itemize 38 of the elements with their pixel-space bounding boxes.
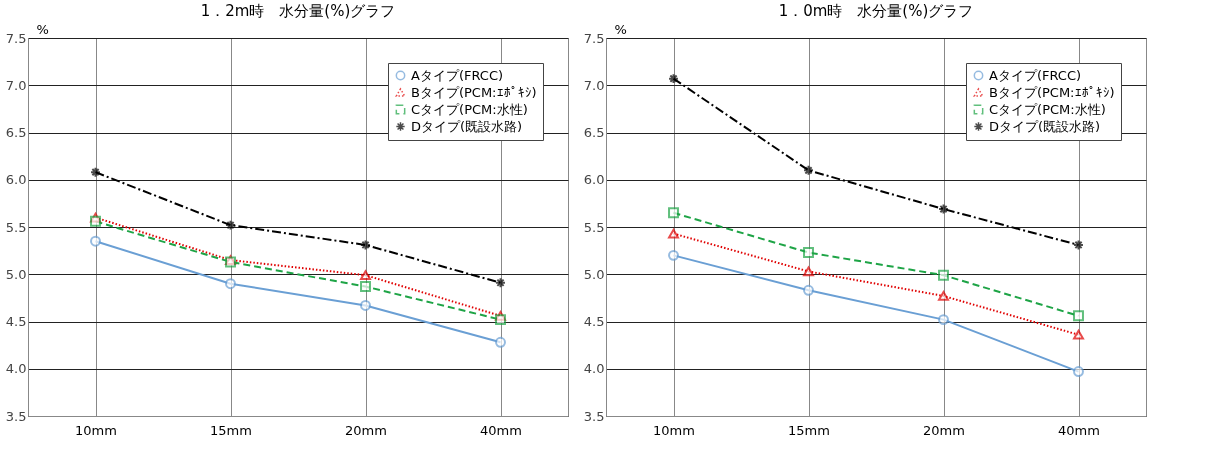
x-tick-label: 20mm xyxy=(923,422,965,438)
legend-label: Dタイプ(既設水路) xyxy=(989,118,1101,134)
y-tick-label: 3.5 xyxy=(583,408,605,424)
y-tick-label: 5.5 xyxy=(583,219,605,235)
y-tick-label: 7.5 xyxy=(583,30,605,46)
legend-label: Bタイプ(PCM:ｴﾎﾟｷｼ) xyxy=(411,84,537,100)
y-tick-label: 4.5 xyxy=(5,314,27,329)
y-tick-label: 4.0 xyxy=(583,361,605,377)
y-tick-label: 4.0 xyxy=(5,361,27,377)
chart-title: 1．2m時 水分量(%)グラフ xyxy=(200,2,396,20)
y-tick-label: 5.0 xyxy=(583,266,605,282)
y-tick-label: 5.0 xyxy=(5,266,27,282)
y-tick-label: 7.5 xyxy=(5,30,27,46)
y-tick-label: 6.0 xyxy=(583,172,605,188)
x-tick-label: 10mm xyxy=(75,422,117,438)
x-tick-label: 10mm xyxy=(653,422,695,438)
legend-label: Bタイプ(PCM:ｴﾎﾟｷｼ) xyxy=(989,84,1115,100)
legend-label: Dタイプ(既設水路) xyxy=(411,118,523,134)
x-tick-label: 15mm xyxy=(210,422,252,438)
y-axis-title: % xyxy=(614,21,627,37)
x-tick-label: 20mm xyxy=(345,422,387,438)
y-tick-label: 4.5 xyxy=(583,314,605,329)
x-tick-label: 40mm xyxy=(1058,422,1100,438)
legend-label: Cタイプ(PCM:水性) xyxy=(989,101,1106,117)
y-tick-label: 6.0 xyxy=(5,172,27,188)
y-tick-label: 6.5 xyxy=(583,125,605,140)
legend-label: Aタイプ(FRCC) xyxy=(989,67,1082,83)
x-tick-label: 40mm xyxy=(480,422,522,438)
legend-label: Cタイプ(PCM:水性) xyxy=(411,101,528,117)
legend-label: Aタイプ(FRCC) xyxy=(411,67,504,83)
y-tick-label: 6.5 xyxy=(5,125,27,140)
x-tick-label: 15mm xyxy=(788,422,830,438)
chart-title: 1．0m時 水分量(%)グラフ xyxy=(778,2,974,20)
y-axis-title: % xyxy=(36,21,49,37)
y-tick-label: 5.5 xyxy=(5,219,27,235)
y-tick-label: 7.0 xyxy=(583,77,605,93)
y-tick-label: 3.5 xyxy=(5,408,27,424)
y-tick-label: 7.0 xyxy=(5,77,27,93)
